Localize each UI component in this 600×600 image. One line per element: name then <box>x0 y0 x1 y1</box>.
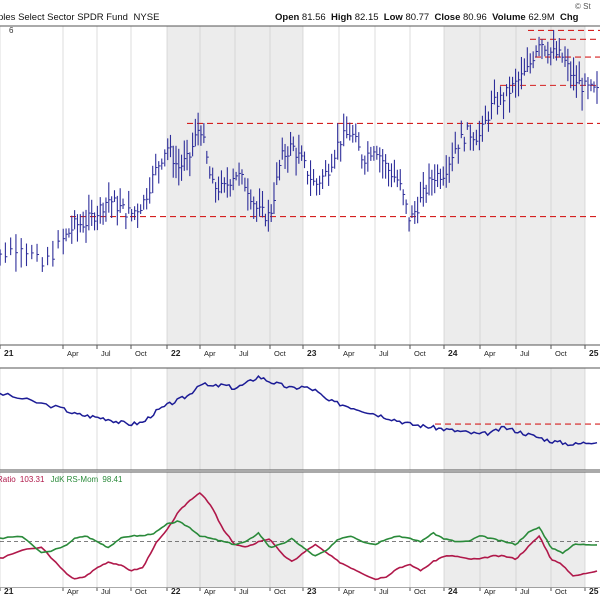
rs-momentum-line <box>0 520 598 557</box>
volume-label: Volume <box>492 12 526 23</box>
year-band <box>585 472 600 588</box>
x-tick-label: Apr <box>343 349 355 358</box>
open-label: Open <box>275 12 300 23</box>
axis-strip <box>0 345 600 368</box>
corner-fragment: 6 <box>9 26 14 35</box>
open-value: 81.56 <box>301 12 326 23</box>
chg-label: Chg <box>560 12 579 23</box>
x-tick-label: Jul <box>101 349 111 358</box>
x-tick-label: 23 <box>307 586 317 596</box>
rs-ratio-line <box>0 491 598 581</box>
rrg-ratio-value: 103.31 <box>20 475 45 484</box>
close-label: Close <box>434 12 461 23</box>
x-tick-label: Apr <box>484 349 496 358</box>
x-tick-label: 21 <box>4 586 14 596</box>
volume-value: 62.9M <box>528 12 555 23</box>
year-band <box>444 26 585 345</box>
x-tick-label: Apr <box>67 587 79 596</box>
rrg-legend: Ratio 103.31 JdK RS-Mom 98.41 <box>0 475 123 484</box>
x-tick-label: Apr <box>204 349 216 358</box>
year-band <box>585 26 600 345</box>
x-tick-label: Oct <box>135 587 148 596</box>
header-title-block: ples Select Sector SPDR Fund NYSE <box>0 12 159 23</box>
year-band <box>303 472 444 588</box>
data-series <box>0 30 599 581</box>
panel-borders <box>0 25 600 600</box>
rrg-mom-value: 98.41 <box>102 475 123 484</box>
x-tick-label: 24 <box>448 586 458 596</box>
x-tick-label: Jul <box>520 587 530 596</box>
x-tick-label: Oct <box>274 587 287 596</box>
low-value: 80.77 <box>405 12 430 23</box>
x-tick-label: Oct <box>555 587 568 596</box>
x-tick-label: Jul <box>379 587 389 596</box>
x-tick-label: Jul <box>520 349 530 358</box>
year-band <box>444 472 585 588</box>
watermark: © St <box>575 2 591 11</box>
x-tick-label: Jul <box>239 587 249 596</box>
x-tick-label: 25 <box>589 586 599 596</box>
close-value: 80.96 <box>463 12 487 23</box>
x-tick-label: Jul <box>101 587 111 596</box>
x-tick-label: Oct <box>414 349 427 358</box>
x-tick-label: Oct <box>555 349 568 358</box>
x-tick-label: Oct <box>135 349 148 358</box>
x-tick-label: 22 <box>171 586 181 596</box>
x-tick-label: Jul <box>239 349 249 358</box>
x-tick-label: Apr <box>484 587 496 596</box>
svg-text:Ratio 103.31 JdK R: Ratio 103.31 JdK RS-Mom 98.41 <box>0 475 123 484</box>
x-tick-label: 24 <box>448 348 458 358</box>
x-tick-label: Oct <box>274 349 287 358</box>
header-quote-block: Open 81.56 High 82.15 Low 80.77 Close 80… <box>275 12 578 23</box>
x-tick-label: 21 <box>4 348 14 358</box>
low-label: Low <box>383 12 403 23</box>
high-value: 82.15 <box>354 12 379 23</box>
year-band <box>0 26 167 345</box>
x-tick-label: Apr <box>343 587 355 596</box>
x-tick-label: Apr <box>67 349 79 358</box>
relative-strength-line <box>0 374 598 447</box>
fund-title: ples Select Sector SPDR Fund <box>0 12 128 23</box>
year-band <box>0 368 167 470</box>
year-band <box>585 368 600 470</box>
year-band <box>303 368 444 470</box>
exchange-label: NYSE <box>133 12 160 23</box>
x-tick-label: 23 <box>307 348 317 358</box>
year-band <box>444 368 585 470</box>
rrg-ratio-label: Ratio <box>0 475 16 484</box>
x-axis: 21 21 Apr Apr Jul Jul Oct Oct 22 22 Apr Apr Jul Jul Oc… <box>0 345 599 596</box>
bottom-axis-strip <box>0 588 600 600</box>
x-tick-label: Apr <box>204 587 216 596</box>
x-tick-label: 22 <box>171 348 181 358</box>
x-tick-label: Jul <box>379 349 389 358</box>
rrg-mom-label: JdK RS-Mom <box>51 475 99 484</box>
x-tick-label: Oct <box>414 587 427 596</box>
x-tick-label: 25 <box>589 348 599 358</box>
year-band <box>0 472 167 588</box>
high-label: High <box>330 12 353 23</box>
